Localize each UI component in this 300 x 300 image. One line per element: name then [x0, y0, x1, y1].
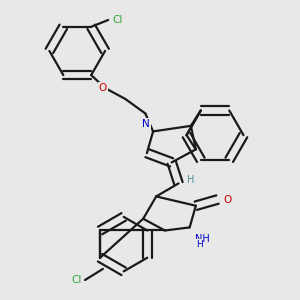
- Text: H: H: [196, 240, 202, 249]
- Text: O: O: [98, 83, 107, 93]
- Text: N: N: [142, 119, 150, 129]
- Text: Cl: Cl: [112, 15, 122, 25]
- Text: Cl: Cl: [71, 275, 81, 285]
- Text: H: H: [187, 175, 195, 185]
- Text: NH: NH: [195, 234, 210, 244]
- Text: O: O: [224, 194, 232, 205]
